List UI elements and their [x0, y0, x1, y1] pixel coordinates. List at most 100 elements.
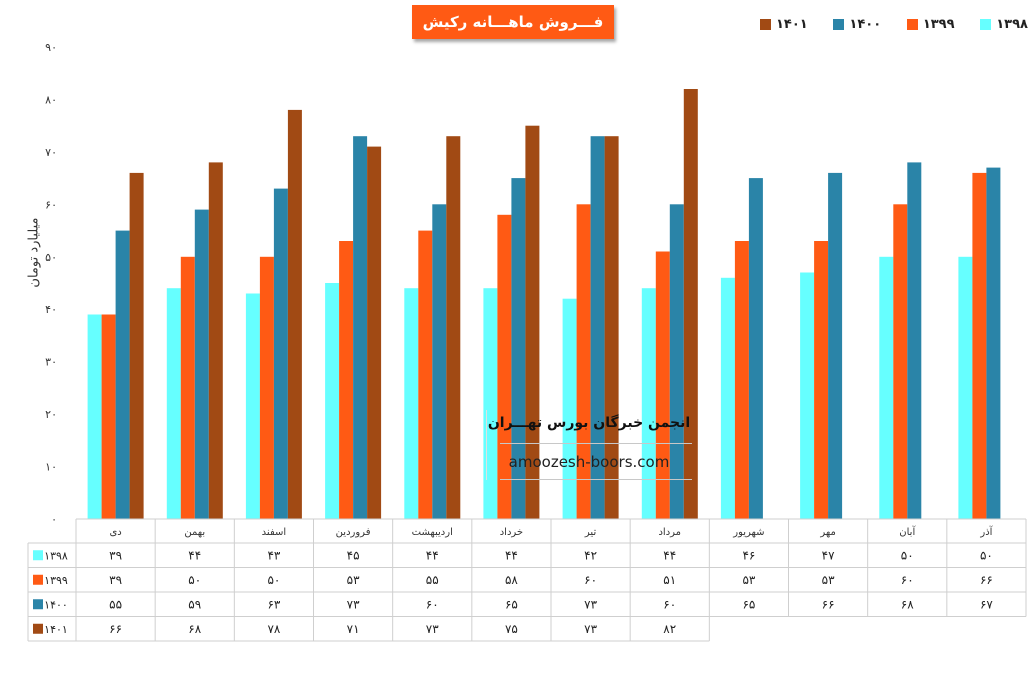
data-label: ۴۷	[822, 548, 835, 562]
legend-swatch	[760, 18, 771, 30]
bar	[907, 162, 922, 519]
data-label: ۴۶	[742, 548, 755, 562]
legend-label: ۱۴۰۱	[776, 16, 808, 32]
table-series-name: ۱۴۰۰	[44, 598, 68, 611]
bar	[353, 136, 368, 519]
legend-swatch	[833, 18, 845, 30]
bar	[748, 178, 763, 519]
y-tick-label: ۹۰	[45, 41, 57, 54]
data-label: ۶۷	[980, 597, 993, 611]
y-tick-label: ۶۰	[45, 198, 57, 211]
bar	[245, 293, 260, 519]
data-label: ۵۵	[109, 597, 122, 611]
data-label: ۸۲	[663, 622, 676, 636]
data-label: ۵۱	[663, 573, 676, 587]
data-label: ۴۵	[347, 548, 360, 562]
bar	[511, 178, 526, 519]
data-label: ۴۴	[663, 548, 676, 562]
x-tick-label: آذر	[979, 525, 993, 538]
table-legend-swatch	[33, 599, 43, 610]
data-label: ۷۳	[347, 597, 360, 611]
data-label: ۴۴	[426, 548, 439, 562]
bar	[339, 241, 354, 519]
bar	[879, 256, 894, 519]
data-label: ۷۸	[267, 622, 280, 636]
y-tick-label: ۲۰	[45, 408, 57, 421]
bar	[958, 256, 973, 519]
data-label: ۶۵	[742, 597, 755, 611]
data-label: ۶۳	[267, 597, 280, 611]
chart-title-box: فـــروش ماهـــانه رکیش	[412, 5, 614, 39]
data-label: ۷۳	[584, 622, 597, 636]
x-tick-label: تیر	[584, 527, 597, 538]
bar	[734, 241, 749, 519]
data-label: ۶۶	[822, 597, 835, 611]
data-label: ۵۳	[347, 573, 360, 587]
data-label: ۶۶	[109, 622, 122, 636]
legend-item: ۱۴۰۰	[833, 14, 881, 34]
bar	[893, 204, 908, 520]
data-label: ۵۸	[505, 573, 518, 587]
watermark-rule-bottom	[500, 479, 692, 480]
bar	[525, 125, 540, 519]
data-label: ۵۳	[742, 573, 755, 587]
legend-swatch	[906, 18, 918, 30]
bar	[87, 314, 102, 519]
table-legend-swatch	[33, 623, 43, 634]
bar	[404, 288, 419, 519]
data-label: ۶۵	[505, 597, 518, 611]
table-legend-swatch	[33, 574, 43, 585]
data-label: ۶۰	[901, 573, 914, 587]
legend-item: ۱۳۹۹	[906, 14, 955, 34]
bar	[166, 288, 181, 519]
y-tick-label: ۳۰	[45, 356, 57, 369]
x-tick-label: مهر	[819, 527, 835, 538]
bar	[655, 251, 670, 519]
data-label: ۷۳	[584, 597, 597, 611]
legend-swatch	[980, 18, 992, 30]
data-label: ۵۳	[822, 573, 835, 587]
bar	[497, 214, 512, 520]
legend-label: ۱۴۰۰	[849, 16, 882, 32]
bar	[194, 209, 209, 519]
legend-item: ۱۴۰۱	[760, 14, 808, 34]
bar	[432, 204, 447, 520]
data-label: ۷۵	[505, 622, 518, 636]
watermark-divider	[486, 410, 487, 480]
data-label: ۶۸	[188, 622, 201, 636]
table-series-name: ۱۳۹۹	[44, 574, 68, 587]
bar	[814, 241, 829, 519]
watermark-title: انجمن خبرگان بورس تهـــران	[487, 415, 691, 431]
data-label: ۵۰	[980, 548, 993, 562]
bar	[590, 136, 605, 519]
bar	[367, 146, 382, 519]
y-tick-label: ۴۰	[45, 303, 57, 316]
chart-title: فـــروش ماهـــانه رکیش	[422, 13, 604, 31]
bar	[180, 256, 195, 519]
bar	[273, 188, 288, 519]
x-tick-label: دی	[109, 527, 121, 538]
y-tick-label: ۵۰	[45, 251, 57, 264]
data-label: ۵۹	[188, 597, 201, 611]
data-label: ۶۰	[426, 597, 439, 611]
x-tick-label: اسفند	[262, 527, 286, 538]
data-label: ۳۹	[109, 548, 122, 562]
x-tick-label: آبان	[899, 525, 916, 538]
table-series-name: ۱۴۰۱	[44, 623, 68, 636]
bar	[562, 298, 577, 519]
bar	[446, 136, 461, 519]
data-label: ۵۵	[426, 573, 439, 587]
data-label: ۴۴	[188, 548, 201, 562]
x-tick-label: بهمن	[184, 527, 205, 538]
watermark-rule-top	[500, 443, 692, 444]
bar	[259, 256, 274, 519]
data-label: ۵۰	[901, 548, 914, 562]
x-tick-label: فروردین	[336, 527, 371, 538]
bar	[101, 314, 116, 519]
y-axis-label: میلیارد تومان	[26, 217, 42, 288]
bar	[720, 277, 735, 519]
x-tick-label: اردیبهشت	[412, 527, 453, 538]
data-label: ۶۸	[901, 597, 914, 611]
data-label: ۶۶	[980, 573, 993, 587]
bar	[641, 288, 656, 519]
